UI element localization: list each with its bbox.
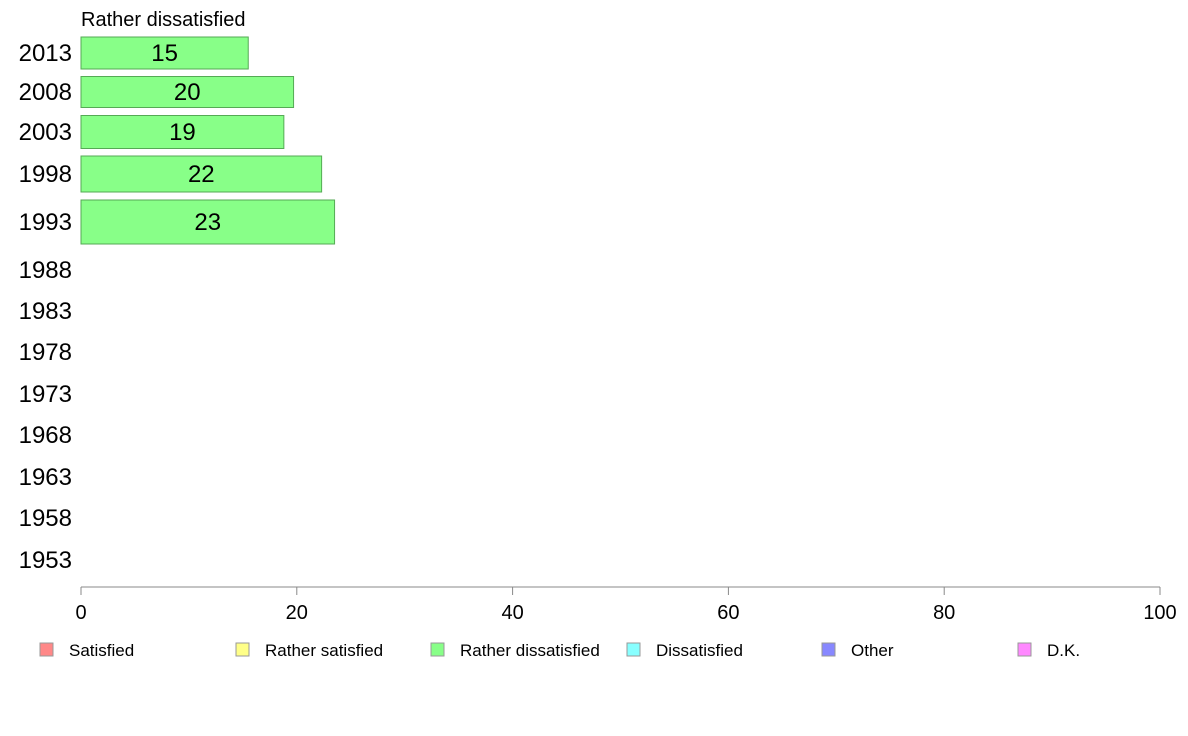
legend-label-2: Rather dissatisfied: [460, 641, 600, 660]
legend-label-4: Other: [851, 641, 894, 660]
bar-2003: [80, 115, 285, 149]
year-label-1958: 1958: [19, 505, 72, 532]
year-label-1963: 1963: [19, 464, 72, 491]
year-label-1978: 1978: [19, 339, 72, 366]
year-label-2013: 2013: [19, 40, 72, 67]
bar-value-label-1998: 22: [188, 161, 215, 188]
legend-swatch-0: [39, 642, 54, 657]
year-label-1953: 1953: [19, 547, 72, 574]
bars-group: 15 20 19 22 23: [80, 36, 336, 245]
legend-swatch-3: [626, 642, 641, 657]
bar-1998: [80, 155, 323, 193]
legend-label-1: Rather satisfied: [265, 641, 383, 660]
legend-swatch-5: [1017, 642, 1032, 657]
year-label-1998: 1998: [19, 161, 72, 188]
bar-value-label-2003: 19: [169, 119, 196, 146]
x-tick-label-80: 80: [933, 602, 955, 624]
x-tick-label-40: 40: [501, 602, 523, 624]
bar-1993: [80, 199, 336, 245]
legend-swatch-1: [235, 642, 250, 657]
bar-value-label-2013: 15: [151, 40, 178, 67]
bar-2008: [80, 76, 295, 108]
year-label-2008: 2008: [19, 79, 72, 106]
year-label-1993: 1993: [19, 209, 72, 236]
legend-swatch-2: [430, 642, 445, 657]
chart-title: Rather dissatisfied: [81, 9, 246, 31]
legend-label-0: Satisfied: [69, 641, 134, 660]
legend-label-3: Dissatisfied: [656, 641, 743, 660]
year-label-2003: 2003: [19, 119, 72, 146]
year-label-1973: 1973: [19, 381, 72, 408]
year-label-1988: 1988: [19, 257, 72, 284]
x-axis: 0 20 40 60 80 100: [75, 586, 1177, 624]
year-label-1968: 1968: [19, 422, 72, 449]
legend: Satisfied Rather satisfied Rather dissatis…: [39, 641, 1080, 660]
x-tick-label-60: 60: [717, 602, 739, 624]
bar-value-label-2008: 20: [174, 79, 201, 106]
x-tick-label-100: 100: [1143, 602, 1176, 624]
bar-2013: [80, 36, 249, 70]
legend-swatch-4: [821, 642, 836, 657]
year-label-1983: 1983: [19, 298, 72, 325]
x-tick-label-0: 0: [75, 602, 86, 624]
bar-value-label-1993: 23: [194, 209, 221, 236]
x-tick-label-20: 20: [286, 602, 308, 624]
legend-label-5: D.K.: [1047, 641, 1080, 660]
year-labels-group: 2013 2008 2003 1998 1993 1988 1983 1978 1973 1968…: [19, 40, 72, 574]
